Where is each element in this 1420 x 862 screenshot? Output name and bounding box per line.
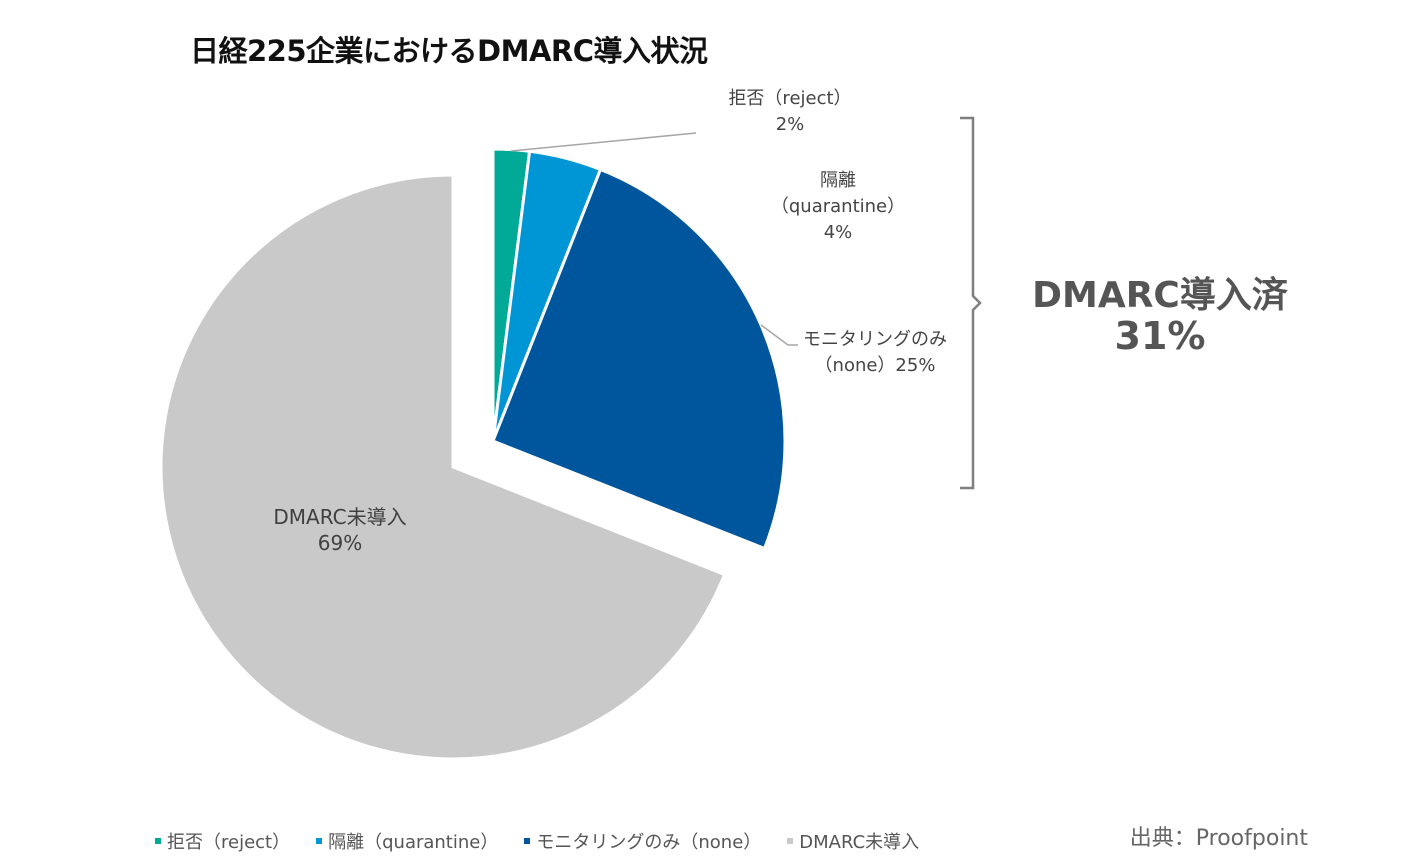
legend-swatch (155, 838, 161, 844)
data-label-none: モニタリングのみ （none）25% (790, 327, 960, 379)
legend-swatch (316, 838, 323, 844)
legend-item-quarantine: 隔離（quarantine） (316, 828, 498, 854)
label-value: 4% (823, 222, 853, 243)
data-label-not-deployed: DMARC未導入 69% (240, 504, 440, 556)
deployed-summary: DMARC導入済 31% (1020, 275, 1300, 358)
legend-item-not-deployed: DMARC未導入 (787, 828, 919, 854)
legend-label: 隔離（quarantine） (328, 832, 499, 853)
summary-value: 31% (1114, 314, 1206, 358)
label-name: 拒否（reject） (728, 88, 852, 109)
legend-label: DMARC未導入 (799, 832, 920, 853)
label-name: 隔離 (820, 170, 856, 191)
pie-slice-3 (159, 173, 727, 761)
leader-line-reject (510, 132, 697, 152)
pie-slice-2 (491, 167, 787, 551)
data-label-reject: 拒否（reject） 2% (700, 86, 880, 138)
label-value: 2% (775, 114, 805, 135)
leader-line-none (760, 324, 798, 346)
legend: 拒否（reject） 隔離（quarantine） モニタリングのみ（none）… (155, 828, 919, 854)
chart-title: 日経225企業におけるDMARC導入状況 (190, 34, 708, 68)
legend-label: モニタリングのみ（none） (536, 832, 762, 853)
bracket (960, 116, 982, 490)
label-name: DMARC未導入 (273, 505, 407, 529)
legend-item-reject: 拒否（reject） (155, 828, 290, 854)
legend-swatch (524, 838, 531, 844)
label-value: 69% (317, 531, 363, 555)
data-label-quarantine: 隔離 （quarantine） 4% (748, 168, 928, 246)
legend-item-none: モニタリングのみ（none） (524, 828, 761, 854)
label-value: （none）25% (814, 355, 936, 376)
summary-label: DMARC導入済 (1032, 275, 1288, 316)
legend-swatch (787, 838, 794, 844)
label-name-2: （quarantine） (770, 196, 906, 217)
legend-label: 拒否（reject） (167, 832, 291, 853)
source-note: 出典：Proofpoint (1129, 826, 1308, 851)
label-name: モニタリングのみ (803, 329, 947, 350)
